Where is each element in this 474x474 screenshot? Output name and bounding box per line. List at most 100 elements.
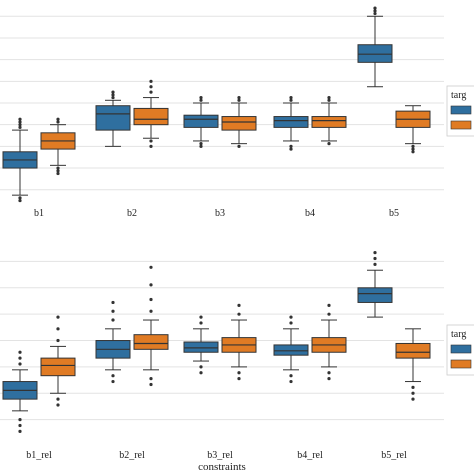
box-iqr — [133, 107, 169, 126]
flier-point — [373, 256, 377, 261]
flier-point — [373, 6, 377, 10]
legend-title: targ — [451, 329, 466, 340]
box-b5-series-2 — [395, 105, 431, 154]
flier-point — [237, 312, 241, 316]
flier-point — [327, 142, 331, 146]
legend-swatch-series-2 — [450, 120, 472, 130]
flier-point — [18, 356, 22, 360]
flier-point — [327, 98, 331, 102]
flier-point — [199, 95, 203, 100]
box-b3-series-2 — [221, 95, 257, 148]
flier-point — [56, 315, 60, 319]
box-b5_rel-series-1 — [357, 251, 393, 318]
flier-point — [327, 95, 331, 100]
flier-point — [56, 403, 60, 407]
flier-point — [18, 429, 22, 433]
box-iqr — [311, 116, 347, 128]
category-label-b1: b1 — [34, 208, 44, 219]
box-b2-series-2 — [133, 79, 169, 148]
box-iqr — [395, 342, 431, 359]
flier-point — [149, 79, 153, 83]
box-b2-series-1 — [95, 90, 131, 147]
category-label-b3: b3 — [215, 208, 225, 219]
flier-point — [18, 123, 22, 127]
flier-point — [18, 117, 22, 121]
flier-point — [199, 142, 203, 146]
category-label-b1_rel: b1_rel — [26, 450, 52, 461]
box-b2_rel-series-1 — [95, 300, 131, 384]
category-label-b2: b2 — [127, 208, 137, 219]
flier-point — [149, 85, 153, 89]
flier-point — [56, 117, 60, 121]
flier-point — [149, 382, 153, 387]
flier-point — [111, 309, 115, 313]
flier-point — [111, 379, 115, 384]
flier-point — [411, 391, 415, 395]
flier-point — [289, 321, 293, 325]
legend-panel-1: targ — [446, 85, 474, 137]
flier-point — [111, 90, 115, 94]
flier-point — [149, 283, 153, 287]
flier-point — [199, 321, 203, 325]
box-b2_rel-series-2 — [133, 265, 169, 387]
flier-point — [411, 150, 415, 154]
legend-title: targ — [451, 90, 466, 101]
flier-point — [199, 365, 203, 369]
panel-2: b1_rel b2_rel b3_rel b4_rel b5_rel constraint… — [0, 251, 474, 473]
flier-point — [111, 95, 115, 100]
legend-swatch-series-2 — [450, 359, 472, 369]
flier-point — [327, 303, 331, 307]
flier-point — [149, 309, 153, 313]
flier-point — [111, 93, 115, 97]
flier-point — [237, 303, 241, 307]
box-b1_rel-series-2 — [40, 315, 76, 407]
box-b5_rel-series-2 — [395, 328, 431, 401]
box-iqr — [183, 114, 219, 128]
flier-point — [56, 397, 60, 401]
flier-point — [56, 171, 60, 176]
legend-swatch-series-1 — [450, 105, 472, 115]
flier-point — [149, 139, 153, 143]
flier-point — [411, 397, 415, 401]
box-b5-series-1 — [357, 6, 393, 88]
flier-point — [411, 385, 415, 390]
box-iqr — [357, 44, 393, 63]
flier-point — [111, 318, 115, 322]
box-iqr — [273, 344, 309, 356]
flier-point — [289, 315, 293, 319]
box-b3-series-1 — [183, 95, 219, 148]
flier-point — [18, 423, 22, 428]
box-b4-series-2 — [311, 95, 347, 146]
flier-point — [56, 327, 60, 331]
flier-point — [56, 120, 60, 124]
category-label-b5: b5 — [389, 208, 399, 219]
flier-point — [237, 98, 241, 102]
flier-point — [199, 144, 203, 148]
category-label-b2_rel: b2_rel — [119, 450, 145, 461]
box-b4_rel-series-1 — [273, 315, 309, 384]
box-b3_rel-series-2 — [221, 303, 257, 381]
flier-point — [111, 374, 115, 378]
category-label-b4_rel: b4_rel — [297, 450, 323, 461]
category-label-b3_rel: b3_rel — [207, 450, 233, 461]
flier-point — [199, 98, 203, 102]
flier-point — [18, 120, 22, 124]
flier-point — [411, 147, 415, 151]
flier-point — [327, 371, 331, 375]
flier-point — [373, 9, 377, 13]
legend-panel-2: targ — [446, 324, 474, 376]
flier-point — [149, 377, 153, 381]
flier-point — [411, 144, 415, 148]
box-iqr — [183, 341, 219, 353]
flier-point — [237, 144, 241, 148]
box-b1_rel-series-1 — [2, 350, 38, 433]
flier-point — [111, 300, 115, 305]
flier-point — [237, 377, 241, 381]
flier-point — [56, 169, 60, 173]
box-b3_rel-series-1 — [183, 315, 219, 375]
panel-1: b1 b2 b3 b4 b5 targ — [0, 6, 474, 219]
flier-point — [18, 125, 22, 129]
flier-point — [56, 166, 60, 170]
box-b1-series-1 — [2, 117, 38, 203]
